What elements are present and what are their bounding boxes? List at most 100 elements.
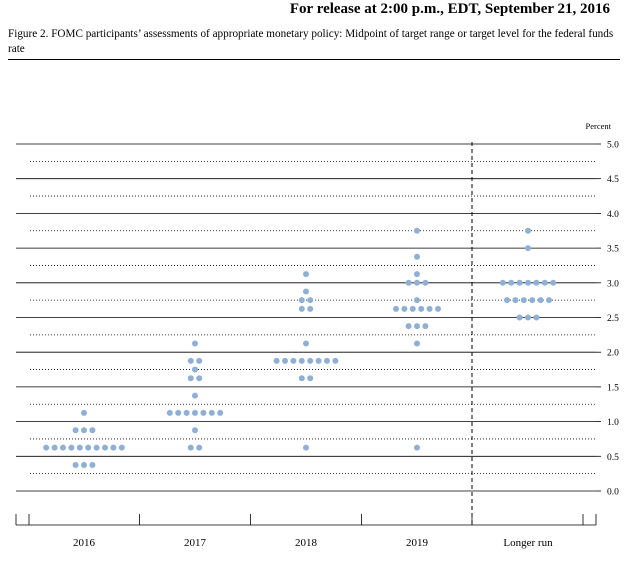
participant-dot xyxy=(192,340,198,347)
participant-dot xyxy=(414,227,420,234)
participant-dot xyxy=(196,357,203,364)
participant-dot xyxy=(324,357,330,364)
participant-dot xyxy=(418,305,425,312)
data-dots xyxy=(43,227,557,468)
participant-dot xyxy=(192,409,198,416)
participant-dot xyxy=(435,305,441,312)
y-tick-label: 1.0 xyxy=(607,418,619,428)
participant-dot xyxy=(414,253,420,260)
participant-dot xyxy=(414,297,420,304)
y-tick-label: 2.5 xyxy=(607,314,619,324)
y-tick-label: 4.0 xyxy=(607,210,619,220)
participant-dot xyxy=(409,305,416,312)
participant-dot xyxy=(414,323,420,330)
x-category-label: Longer run xyxy=(503,537,553,549)
participant-dot xyxy=(426,305,433,312)
y-tick-label: 2.0 xyxy=(607,349,619,359)
x-category-label: 2019 xyxy=(406,537,429,549)
participant-dot xyxy=(118,444,125,451)
participant-dot xyxy=(307,357,314,364)
y-tick-label: 5.0 xyxy=(607,141,619,151)
participant-dot xyxy=(282,357,288,364)
participant-dot xyxy=(541,279,548,286)
participant-dot xyxy=(298,375,305,382)
participant-dot xyxy=(81,409,87,416)
participant-dot xyxy=(81,427,87,434)
participant-dot xyxy=(196,375,203,382)
participant-dot xyxy=(208,409,215,416)
x-category-label: 2018 xyxy=(295,537,318,549)
participant-dot xyxy=(307,305,314,312)
participant-dot xyxy=(529,297,536,304)
participant-dot xyxy=(307,297,314,304)
release-date-text: For release at 2:00 p.m., EDT, September… xyxy=(289,1,610,17)
grid-lines xyxy=(16,143,596,492)
participant-dot xyxy=(102,444,108,451)
participant-dot xyxy=(303,444,309,451)
participant-dot xyxy=(401,305,408,312)
participant-dot xyxy=(68,444,75,451)
y-tick-label: 3.5 xyxy=(607,245,619,255)
participant-dot xyxy=(187,375,194,382)
y-tick-label: 0.5 xyxy=(607,453,619,463)
participant-dot xyxy=(303,340,309,347)
y-tick-label: 4.5 xyxy=(607,175,619,185)
participant-dot xyxy=(525,279,531,286)
participant-dot xyxy=(192,366,198,373)
participant-dot xyxy=(520,297,527,304)
participant-dot xyxy=(298,297,305,304)
axes xyxy=(15,142,601,526)
participant-dot xyxy=(303,288,309,295)
participant-dot xyxy=(332,357,339,364)
x-category-label: 2017 xyxy=(184,537,207,549)
participant-dot xyxy=(183,409,190,416)
participant-dot xyxy=(93,444,100,451)
participant-dot xyxy=(196,444,203,451)
participant-dot xyxy=(72,461,79,468)
participant-dot xyxy=(525,227,531,234)
participant-dot xyxy=(537,297,544,304)
participant-dot xyxy=(504,297,510,304)
participant-dot xyxy=(303,271,309,278)
participant-dot xyxy=(298,305,305,312)
figure-caption: Figure 2. FOMC participants’ assessments… xyxy=(8,28,614,55)
participant-dot xyxy=(60,444,66,451)
y-tick-label: 3.0 xyxy=(607,279,619,289)
participant-dot xyxy=(72,427,79,434)
participant-dot xyxy=(51,444,58,451)
participant-dot xyxy=(405,279,412,286)
participant-dot xyxy=(217,409,224,416)
participant-dot xyxy=(512,297,519,304)
x-category-label: 2016 xyxy=(73,537,96,549)
participant-dot xyxy=(200,409,207,416)
participant-dot xyxy=(499,279,506,286)
participant-dot xyxy=(550,279,557,286)
y-tick-label: 0.0 xyxy=(607,488,619,498)
participant-dot xyxy=(516,279,523,286)
participant-dot xyxy=(43,444,50,451)
participant-dot xyxy=(414,279,420,286)
participant-dot xyxy=(414,340,420,347)
participant-dot xyxy=(187,444,194,451)
participant-dot xyxy=(315,357,322,364)
participant-dot xyxy=(508,279,515,286)
y-axis-unit-label: Percent xyxy=(586,121,612,131)
caption-divider xyxy=(8,59,620,60)
participant-dot xyxy=(273,357,280,364)
participant-dot xyxy=(166,409,173,416)
participant-dot xyxy=(405,323,412,330)
participant-dot xyxy=(290,357,297,364)
participant-dot xyxy=(422,323,429,330)
participant-dot xyxy=(89,427,96,434)
participant-dot xyxy=(76,444,83,451)
participant-dot xyxy=(422,279,429,286)
participant-dot xyxy=(533,279,540,286)
participant-dot xyxy=(110,444,117,451)
participant-dot xyxy=(525,245,531,252)
participant-dot xyxy=(307,375,314,382)
participant-dot xyxy=(525,314,531,321)
participant-dot xyxy=(393,305,399,312)
y-tick-label: 1.5 xyxy=(607,383,619,393)
participant-dot xyxy=(533,314,540,321)
